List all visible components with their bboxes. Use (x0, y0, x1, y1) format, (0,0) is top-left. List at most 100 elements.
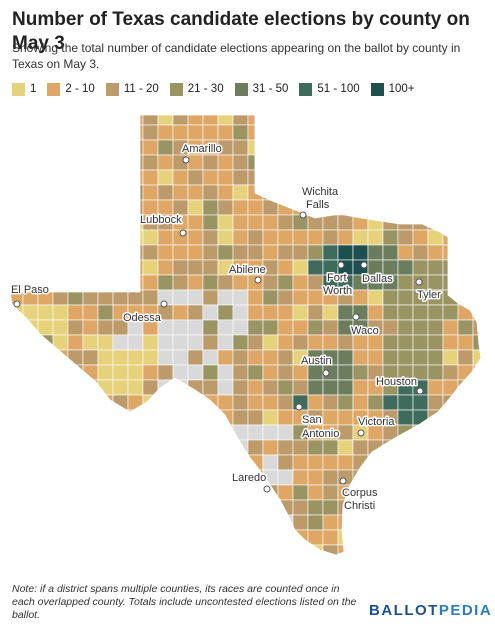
county (277, 244, 294, 261)
county (232, 169, 249, 186)
county (367, 229, 384, 246)
county (472, 115, 481, 126)
county (37, 349, 54, 366)
county (217, 514, 234, 531)
county (367, 199, 384, 216)
county (232, 454, 249, 471)
county (397, 139, 414, 156)
county (367, 244, 384, 261)
county (97, 514, 114, 531)
county (187, 304, 204, 321)
county (397, 499, 414, 516)
county (217, 244, 234, 261)
county (82, 544, 99, 555)
city-corpus-christi: Corpus Christi (339, 477, 379, 514)
county (427, 484, 444, 501)
county (232, 409, 249, 426)
county (142, 454, 159, 471)
county (217, 214, 234, 231)
county (142, 334, 159, 351)
county (292, 304, 309, 321)
county (187, 274, 204, 291)
county (217, 499, 234, 516)
county (217, 334, 234, 351)
county (10, 259, 24, 276)
county (52, 124, 69, 141)
county (37, 304, 54, 321)
legend-item-51-100: 51 - 100 (299, 82, 360, 96)
county (187, 394, 204, 411)
county (187, 469, 204, 486)
county (97, 214, 114, 231)
county (187, 514, 204, 531)
county (247, 304, 264, 321)
county (457, 544, 474, 555)
county (397, 199, 414, 216)
county (442, 409, 459, 426)
county (10, 454, 24, 471)
county (97, 199, 114, 216)
county (367, 154, 384, 171)
county (217, 115, 234, 126)
county (262, 214, 279, 231)
county (232, 394, 249, 411)
county (262, 409, 279, 426)
county (157, 244, 174, 261)
county (322, 124, 339, 141)
county (367, 544, 384, 555)
county (67, 139, 84, 156)
county (472, 514, 481, 531)
county (307, 154, 324, 171)
county (442, 214, 459, 231)
county (472, 199, 481, 216)
city-laredo: Laredo (231, 471, 271, 493)
county (397, 274, 414, 291)
county (442, 319, 459, 336)
county (247, 289, 264, 306)
county (262, 124, 279, 141)
logo-part1: BALLOT (369, 602, 439, 619)
county (247, 319, 264, 336)
county (127, 184, 144, 201)
county (52, 379, 69, 396)
county (52, 454, 69, 471)
county (112, 349, 129, 366)
county (292, 274, 309, 291)
city-label: Dallas (362, 273, 393, 285)
county (292, 454, 309, 471)
county (202, 304, 219, 321)
county (82, 124, 99, 141)
county (142, 199, 159, 216)
county (67, 529, 84, 546)
county (247, 349, 264, 366)
county (67, 154, 84, 171)
county (97, 424, 114, 441)
county (142, 409, 159, 426)
county (262, 304, 279, 321)
county (127, 199, 144, 216)
county (352, 439, 369, 456)
county (187, 499, 204, 516)
city-marker (254, 276, 262, 284)
county (397, 409, 414, 426)
county (187, 154, 204, 171)
county (382, 334, 399, 351)
county (382, 304, 399, 321)
county (142, 364, 159, 381)
county (412, 529, 429, 546)
county (67, 439, 84, 456)
county (247, 169, 264, 186)
county (322, 304, 339, 321)
county (52, 439, 69, 456)
county (67, 379, 84, 396)
county (262, 154, 279, 171)
county (307, 319, 324, 336)
county (292, 529, 309, 546)
county (10, 334, 24, 351)
county (232, 274, 249, 291)
county (277, 184, 294, 201)
county (367, 334, 384, 351)
legend-label: 1 (30, 83, 37, 95)
county (277, 424, 294, 441)
county (472, 409, 481, 426)
